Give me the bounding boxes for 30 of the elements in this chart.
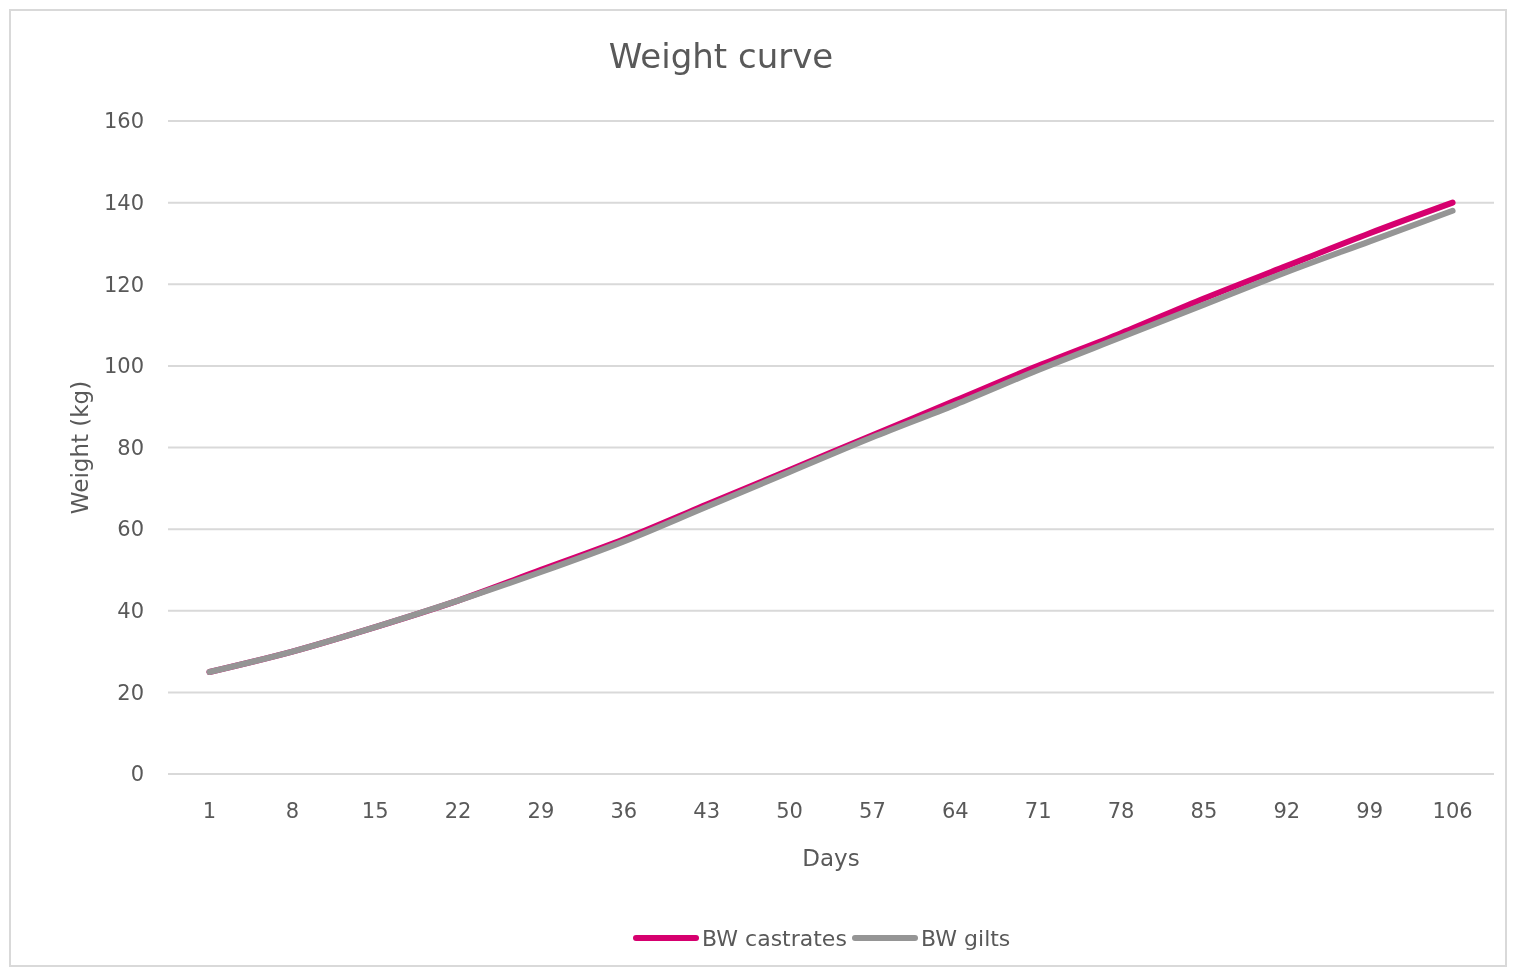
y-tick-label: 60 <box>117 517 144 542</box>
chart-title: Weight curve <box>608 36 834 76</box>
x-tick-label: 43 <box>693 799 721 823</box>
x-tick-label: 22 <box>444 799 472 823</box>
y-tick-label: 120 <box>103 272 144 297</box>
y-tick-label: 0 <box>130 762 144 787</box>
y-axis-title: Weight (kg) <box>67 380 93 515</box>
x-tick-label: 57 <box>859 799 886 823</box>
x-tick-label: 64 <box>941 799 969 823</box>
x-tick-label: 92 <box>1273 799 1301 823</box>
x-tick-label: 85 <box>1190 799 1218 823</box>
y-tick-label: 140 <box>103 190 144 215</box>
y-tick-label: 100 <box>103 354 144 379</box>
x-tick-label: 106 <box>1432 799 1473 823</box>
y-tick-label: 20 <box>117 680 144 705</box>
x-tick-label: 15 <box>361 799 389 823</box>
x-tick-label: 8 <box>285 799 299 823</box>
x-tick-label: 78 <box>1107 799 1135 823</box>
x-axis-title: Days <box>802 845 860 871</box>
x-tick-label: 71 <box>1024 799 1052 823</box>
y-tick-label: 80 <box>117 435 144 460</box>
x-tick-label: 1 <box>202 799 217 823</box>
y-tick-label: 40 <box>117 599 144 624</box>
x-tick-label: 99 <box>1356 799 1384 823</box>
y-tick-label: 160 <box>103 109 144 134</box>
x-tick-label: 50 <box>776 799 803 823</box>
legend-label: BW gilts <box>921 925 1011 951</box>
legend-label: BW castrates <box>702 925 847 951</box>
x-tick-label: 36 <box>610 799 638 823</box>
x-tick-label: 29 <box>527 799 555 823</box>
